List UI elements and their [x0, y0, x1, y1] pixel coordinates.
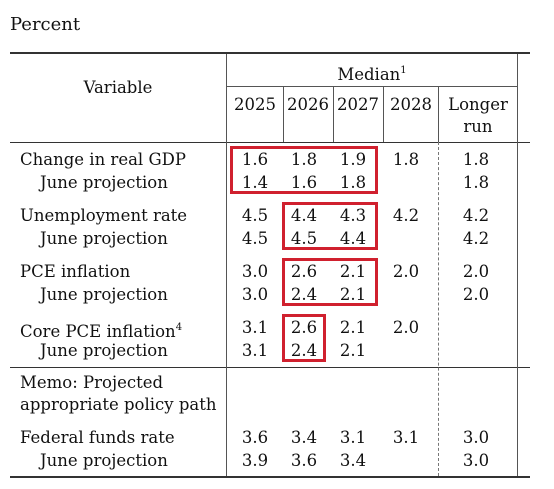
table-cell: 1.4 — [241, 173, 269, 192]
row-label: Core PCE inflation4 — [20, 322, 183, 341]
table-cell: 2.0 — [462, 285, 490, 304]
table-cell: 1.9 — [339, 150, 367, 169]
row-label: PCE inflation — [20, 262, 131, 281]
table-cell: 2.1 — [339, 285, 367, 304]
longer-run-dashed-divider — [438, 142, 439, 476]
median-footnote: 1 — [400, 65, 407, 76]
table-cell: 2.1 — [339, 262, 367, 281]
table-cell: 4.2 — [462, 206, 490, 225]
row-label: June projection — [40, 229, 168, 248]
row-footnote: 4 — [175, 322, 183, 333]
memo-line1: Memo: Projected — [20, 373, 164, 392]
table-cell: 3.9 — [241, 451, 269, 470]
row-label: Unemployment rate — [20, 206, 188, 225]
table-cell: 3.6 — [290, 451, 318, 470]
row-label: June projection — [40, 173, 168, 192]
right-edge-divider — [517, 54, 518, 476]
highlight-box-pce — [282, 258, 378, 306]
table-cell: 4.5 — [241, 229, 269, 248]
table-cell: 3.1 — [241, 318, 269, 337]
table-cell: 1.8 — [462, 150, 490, 169]
year-header: 2026 — [287, 95, 329, 114]
table-cell: 3.0 — [462, 428, 490, 447]
top-rule — [10, 52, 530, 54]
table-cell: 3.6 — [241, 428, 269, 447]
memo-line2: appropriate policy path — [20, 395, 217, 414]
table-cell: 3.4 — [290, 428, 318, 447]
variable-column-divider — [226, 54, 227, 476]
row-label: June projection — [40, 451, 168, 470]
year-divider-3 — [383, 87, 384, 142]
table-cell: 1.6 — [241, 150, 269, 169]
table-cell: 4.5 — [241, 206, 269, 225]
header-rule-median — [226, 86, 518, 87]
table-caption: Percent — [10, 14, 81, 35]
table-cell: 1.8 — [462, 173, 490, 192]
table-cell: 2.4 — [290, 341, 318, 360]
table-cell: 2.0 — [392, 262, 420, 281]
table-cell: 1.8 — [339, 173, 367, 192]
row-label: June projection — [40, 285, 168, 304]
variable-header: Variable — [83, 78, 153, 97]
table-cell: 1.8 — [290, 150, 318, 169]
year-divider-4 — [438, 87, 439, 142]
table-cell: 4.3 — [339, 206, 367, 225]
table-cell: 2.0 — [462, 262, 490, 281]
table-cell: 2.6 — [290, 262, 318, 281]
median-label: Median — [337, 65, 401, 84]
table-cell: 4.4 — [290, 206, 318, 225]
bottom-rule — [10, 476, 530, 478]
table-cell: 4.5 — [290, 229, 318, 248]
table-cell: 3.0 — [241, 262, 269, 281]
median-header: Median1 — [226, 60, 518, 86]
table-cell: 3.0 — [462, 451, 490, 470]
table-cell: 2.1 — [339, 341, 367, 360]
year-header: 2027 — [337, 95, 379, 114]
memo-top-rule — [10, 367, 530, 368]
longer-run-header-line2: run — [463, 117, 493, 136]
highlight-box-unemployment — [282, 202, 378, 250]
longer-run-header-line1: Longer — [448, 95, 508, 114]
table-cell: 2.1 — [339, 318, 367, 337]
table-cell: 3.1 — [241, 341, 269, 360]
table-cell: 3.0 — [241, 285, 269, 304]
table-cell: 2.0 — [392, 318, 420, 337]
table-cell: 1.8 — [392, 150, 420, 169]
row-label: June projection — [40, 341, 168, 360]
year-header: 2025 — [234, 95, 276, 114]
table-cell: 4.4 — [339, 229, 367, 248]
table-cell: 3.1 — [392, 428, 420, 447]
row-label: Federal funds rate — [20, 428, 175, 447]
year-header: 2028 — [390, 95, 432, 114]
row-label: Change in real GDP — [20, 150, 186, 169]
highlight-box-gdp — [230, 146, 378, 194]
year-divider-2 — [333, 87, 334, 142]
highlight-box-core-pce — [282, 314, 326, 362]
year-divider-1 — [283, 87, 284, 142]
table-cell: 4.2 — [392, 206, 420, 225]
header-bottom-rule — [10, 142, 530, 143]
table-cell: 3.1 — [339, 428, 367, 447]
table-cell: 3.4 — [339, 451, 367, 470]
table-cell: 1.6 — [290, 173, 318, 192]
table-cell: 2.6 — [290, 318, 318, 337]
table-cell: 2.4 — [290, 285, 318, 304]
table-cell: 4.2 — [462, 229, 490, 248]
